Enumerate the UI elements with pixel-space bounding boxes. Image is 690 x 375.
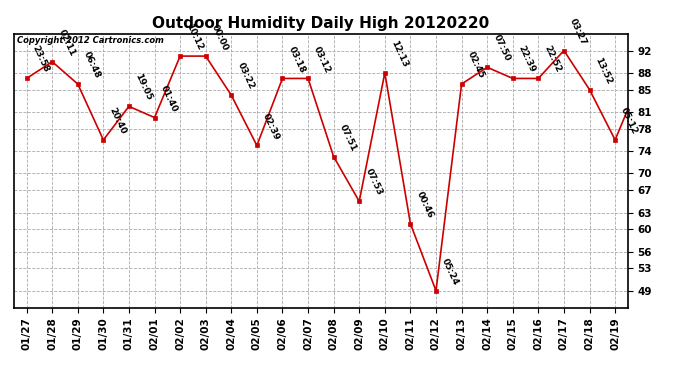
Text: 07:53: 07:53 [364, 168, 384, 197]
Text: 07:50: 07:50 [491, 33, 511, 63]
Text: 20:40: 20:40 [108, 106, 128, 136]
Text: 03:22: 03:22 [235, 62, 256, 91]
Title: Outdoor Humidity Daily High 20120220: Outdoor Humidity Daily High 20120220 [152, 16, 489, 31]
Text: Copyright 2012 Cartronics.com: Copyright 2012 Cartronics.com [17, 36, 164, 45]
Text: 05:24: 05:24 [440, 257, 460, 286]
Text: 03:27: 03:27 [568, 16, 589, 46]
Text: 23:58: 23:58 [31, 45, 51, 74]
Text: 19:05: 19:05 [133, 72, 153, 102]
Text: 22:52: 22:52 [542, 45, 563, 74]
Text: 06:48: 06:48 [82, 50, 102, 80]
Text: 12:13: 12:13 [389, 39, 409, 69]
Text: 02:11: 02:11 [57, 28, 77, 57]
Text: 07:51: 07:51 [338, 123, 358, 153]
Text: 03:12: 03:12 [312, 45, 333, 74]
Text: 05:12: 05:12 [619, 106, 640, 136]
Text: 03:18: 03:18 [286, 45, 307, 74]
Text: 10:12: 10:12 [184, 22, 204, 52]
Text: 02:45: 02:45 [466, 50, 486, 80]
Text: 00:46: 00:46 [415, 190, 435, 219]
Text: 22:39: 22:39 [517, 44, 538, 74]
Text: 00:00: 00:00 [210, 22, 230, 52]
Text: 08:08: 08:08 [0, 374, 1, 375]
Text: 02:39: 02:39 [261, 112, 282, 141]
Text: 01:40: 01:40 [159, 84, 179, 113]
Text: 13:52: 13:52 [593, 56, 614, 86]
